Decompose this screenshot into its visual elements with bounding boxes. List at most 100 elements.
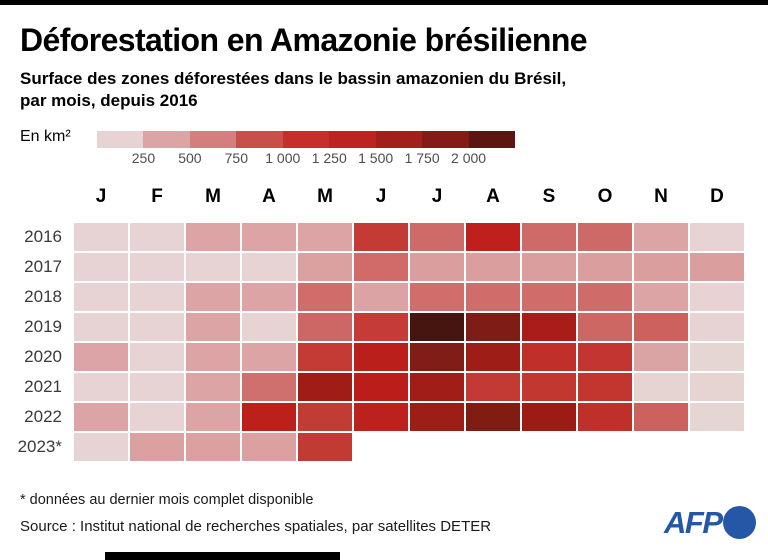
month-label: S xyxy=(542,186,556,207)
heatmap-cell xyxy=(73,222,129,252)
heatmap-cell xyxy=(521,312,577,342)
heatmap-cell xyxy=(353,372,409,402)
heatmap-cell xyxy=(73,342,129,372)
heatmap-cell xyxy=(409,402,465,432)
heatmap-cell xyxy=(241,312,297,342)
year-label: 2020 xyxy=(24,347,62,366)
heatmap-cell xyxy=(129,252,185,282)
heatmap-cell xyxy=(577,312,633,342)
color-scale-bar xyxy=(97,131,515,148)
heatmap-row xyxy=(73,312,747,342)
heatmap-cell xyxy=(689,312,745,342)
year-label: 2022 xyxy=(24,407,62,426)
color-scale-segment xyxy=(282,131,330,148)
month-label: F xyxy=(151,186,163,207)
heatmap-cell xyxy=(73,432,129,462)
heatmap-cell xyxy=(297,432,353,462)
heatmap-cell xyxy=(577,252,633,282)
heatmap-cell xyxy=(689,282,745,312)
afp-logo-text: AFP xyxy=(664,505,723,540)
chart-subtitle-line2: par mois, depuis 2016 xyxy=(20,91,198,111)
heatmap-cell xyxy=(241,372,297,402)
chart-title: Déforestation en Amazonie brésilienne xyxy=(20,22,588,58)
color-scale-tick-label: 750 xyxy=(224,150,249,166)
heatmap-cell xyxy=(185,222,241,252)
year-label: 2018 xyxy=(24,287,62,306)
heatmap-cell xyxy=(297,402,353,432)
heatmap-cell xyxy=(129,222,185,252)
chart-subtitle-line1: Surface des zones déforestées dans le ba… xyxy=(20,69,567,88)
heatmap-cell xyxy=(465,282,521,312)
heatmap-cell xyxy=(241,342,297,372)
heatmap-row xyxy=(73,342,747,372)
heatmap-cell xyxy=(689,252,745,282)
heatmap-cell xyxy=(73,282,129,312)
heatmap-cell xyxy=(409,222,465,252)
color-scale-ticks: 250 500 750 1 000 1 250 1 500 1 750 2 000 xyxy=(97,150,515,168)
heatmap-cell xyxy=(241,432,297,462)
heatmap-cell xyxy=(353,252,409,282)
unit-label: En km² xyxy=(20,128,71,145)
heatmap-cell xyxy=(129,342,185,372)
heatmap-cell xyxy=(633,312,689,342)
month-label: O xyxy=(597,186,613,207)
color-scale-tick-label: 250 xyxy=(131,150,156,166)
year-axis: 2016 2017 2018 2019 2020 2021 2022 2023* xyxy=(0,222,62,462)
chart-subtitle: Surface des zones déforestées dans le ba… xyxy=(20,68,566,112)
heatmap-cell xyxy=(521,342,577,372)
heatmap-cell xyxy=(185,282,241,312)
heatmap-cell xyxy=(521,282,577,312)
heatmap-cell xyxy=(577,282,633,312)
heatmap-cell xyxy=(465,252,521,282)
heatmap-cell xyxy=(353,342,409,372)
color-scale-segment xyxy=(97,131,144,148)
heatmap-cell xyxy=(129,312,185,342)
heatmap-cell xyxy=(185,372,241,402)
heatmap-cell xyxy=(521,252,577,282)
month-label: M xyxy=(317,186,333,207)
month-label: J xyxy=(95,186,107,207)
heatmap-cell xyxy=(353,312,409,342)
heatmap-cell xyxy=(129,432,185,462)
heatmap-cell xyxy=(577,402,633,432)
heatmap-cell xyxy=(73,372,129,402)
heatmap-row xyxy=(73,402,747,432)
color-scale-segment xyxy=(422,131,469,148)
heatmap-grid xyxy=(73,222,747,462)
heatmap-cell xyxy=(185,402,241,432)
heatmap-cell xyxy=(689,402,745,432)
month-label: M xyxy=(205,186,221,207)
heatmap-cell xyxy=(297,342,353,372)
heatmap-cell xyxy=(73,402,129,432)
heatmap-cell xyxy=(297,312,353,342)
color-scale-segment xyxy=(375,131,423,148)
year-label: 2023* xyxy=(17,437,62,456)
color-scale-segment xyxy=(189,131,237,148)
heatmap-cell xyxy=(73,252,129,282)
color-scale-tick-label: 1 500 xyxy=(358,150,394,166)
heatmap-cell xyxy=(241,252,297,282)
heatmap-cell xyxy=(185,312,241,342)
heatmap-cell xyxy=(241,282,297,312)
afp-globe-icon xyxy=(722,506,756,539)
month-label: J xyxy=(431,186,443,207)
color-scale-tick-label: 1 000 xyxy=(265,150,301,166)
heatmap-cell xyxy=(633,222,689,252)
heatmap-cell xyxy=(633,402,689,432)
heatmap-cell xyxy=(521,402,577,432)
heatmap-cell xyxy=(689,372,745,402)
footnote: * données au dernier mois complet dispon… xyxy=(20,492,314,508)
heatmap-cell xyxy=(297,252,353,282)
year-label: 2021 xyxy=(24,377,62,396)
month-label: N xyxy=(654,186,668,207)
color-scale-segment xyxy=(143,131,190,148)
heatmap-row xyxy=(73,372,747,402)
source-credit: Source : Institut national de recherches… xyxy=(20,518,492,535)
heatmap-cell xyxy=(465,342,521,372)
heatmap-cell xyxy=(297,372,353,402)
color-scale-segment xyxy=(236,131,283,148)
heatmap-cell xyxy=(353,222,409,252)
heatmap-cell xyxy=(241,222,297,252)
heatmap-cell xyxy=(73,312,129,342)
